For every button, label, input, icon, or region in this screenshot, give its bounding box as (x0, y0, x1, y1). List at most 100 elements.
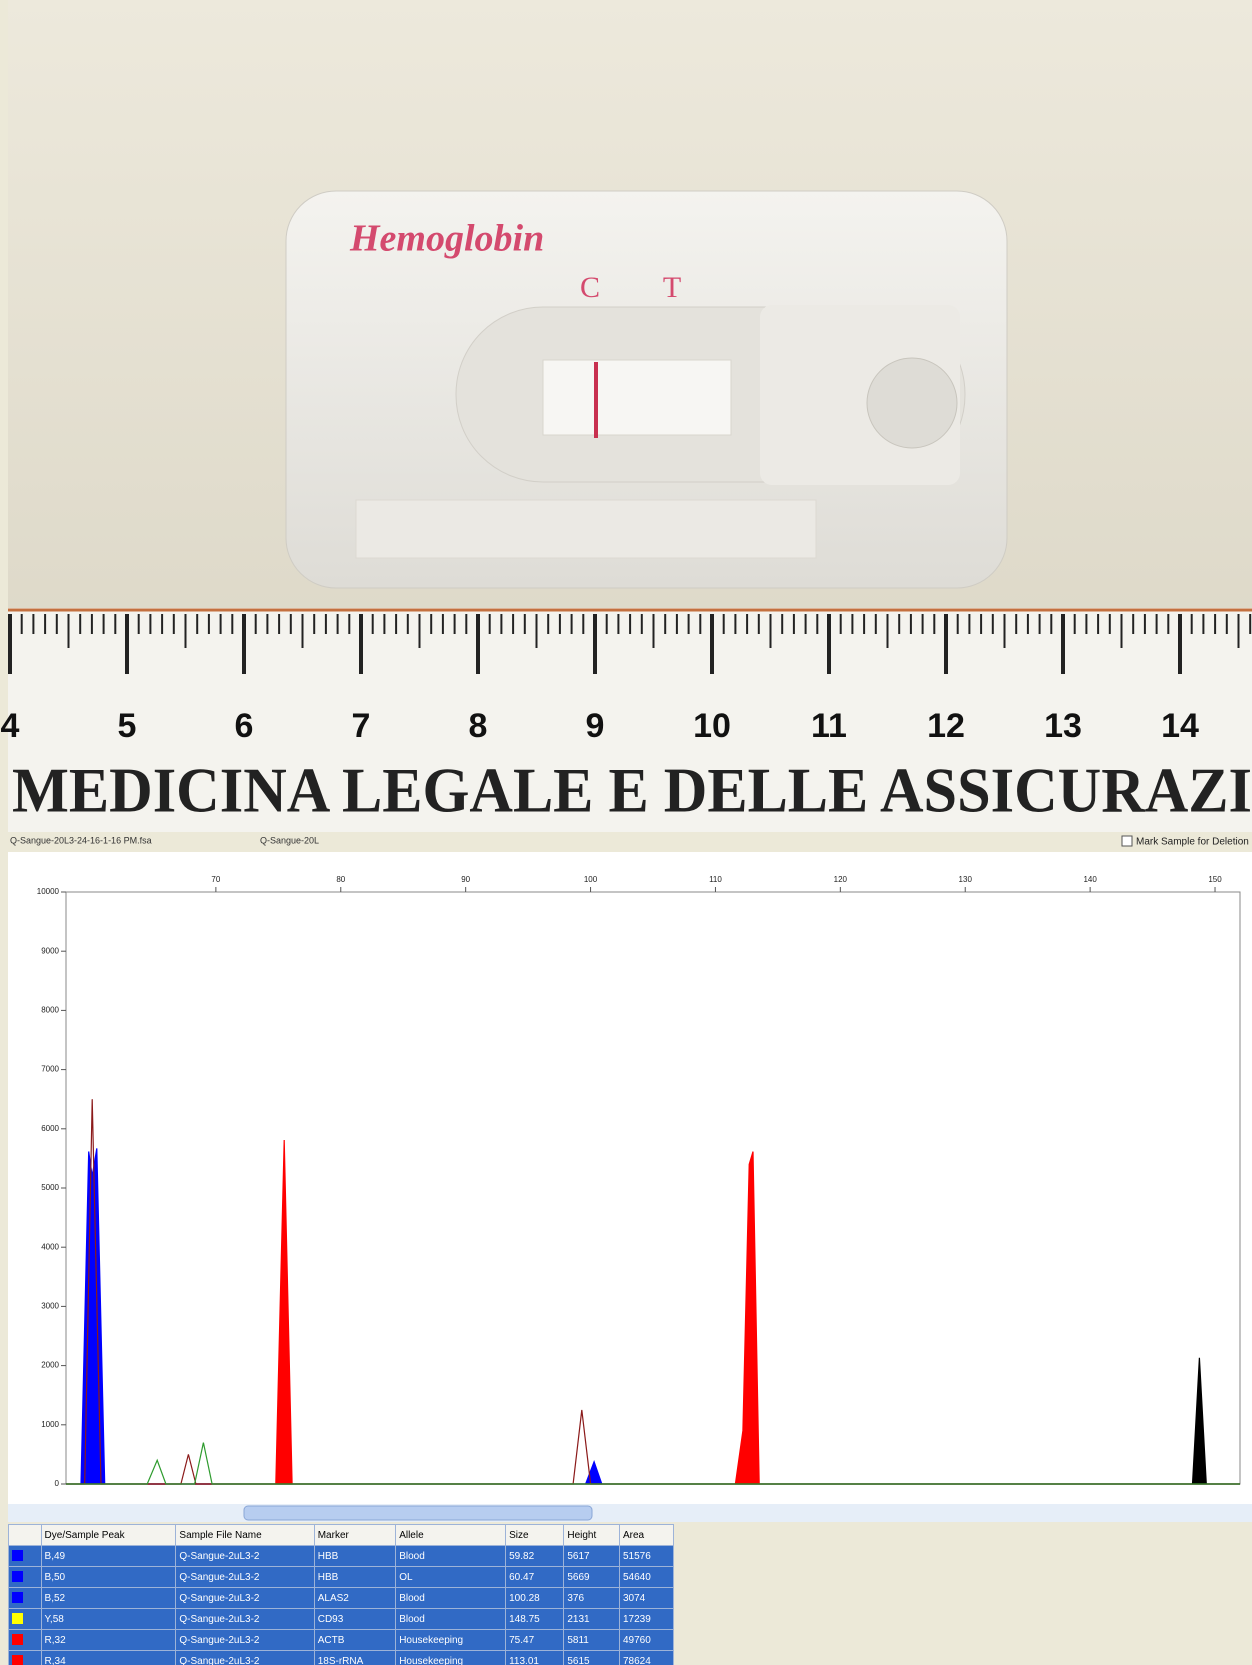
y-tick-label: 8000 (41, 1006, 59, 1015)
table-cell: 5617 (563, 1545, 620, 1567)
table-cell: 17239 (619, 1608, 674, 1630)
y-tick-label: 1000 (41, 1420, 59, 1429)
table-cell: 59.82 (505, 1545, 565, 1567)
y-tick-label: 0 (55, 1479, 60, 1488)
table-row[interactable]: R,32 Q-Sangue-2uL3-2 ACTB Housekeeping 75.47… (8, 1629, 674, 1651)
table-cell: 18S-rRNA (313, 1650, 397, 1665)
table-cell: CD93 (313, 1608, 397, 1630)
dye-swatch (12, 1550, 23, 1562)
ruler-number: 12 (927, 707, 965, 745)
trace-line (66, 1099, 1240, 1485)
ruler-number: 4 (1, 707, 20, 745)
table-cell: 5615 (563, 1650, 620, 1665)
control-line (594, 362, 598, 438)
table-cell: Q-Sangue-2uL3-2 (175, 1587, 315, 1609)
brand-text: Hemoglobin (349, 218, 544, 260)
table-cell: 78624 (619, 1650, 674, 1665)
test-label: T (663, 271, 681, 304)
table-cell: B,50 (40, 1566, 177, 1588)
table-cell: 2131 (563, 1608, 620, 1630)
table-cell: OL (395, 1566, 507, 1588)
dye-swatch (12, 1634, 23, 1646)
y-tick-label: 7000 (41, 1065, 59, 1074)
table-cell: 148.75 (505, 1608, 565, 1630)
table-row[interactable]: B,49 Q-Sangue-2uL3-2 HBB Blood 59.82 5617 5157… (8, 1545, 674, 1567)
checkbox[interactable] (1121, 835, 1133, 847)
table-cell: 49760 (619, 1629, 674, 1651)
table-cell: B,49 (40, 1545, 177, 1567)
column-header (8, 1524, 42, 1546)
table-cell: ALAS2 (313, 1587, 397, 1609)
column-header: Height (563, 1524, 620, 1546)
label-area (355, 499, 817, 559)
file-name: Q-Sangue-20L3-24-16-1-16 PM.fsa (10, 835, 152, 845)
peak-table: Dye/Sample Peak Sample File Name Marker All… (8, 1524, 674, 1665)
table-cell: 5811 (563, 1629, 620, 1651)
column-header: Area (619, 1524, 674, 1546)
table-cell: Blood (395, 1545, 507, 1567)
table-cell: Blood (395, 1587, 507, 1609)
scrollbar-thumb[interactable] (243, 1505, 593, 1521)
ruler (8, 608, 1252, 832)
y-tick-label: 2000 (41, 1361, 59, 1370)
dye-swatch (12, 1571, 23, 1583)
dye-swatch (12, 1613, 23, 1625)
table-row[interactable]: B,52 Q-Sangue-2uL3-2 ALAS2 Blood 100.28 376 30… (8, 1587, 674, 1609)
table-cell: 113.01 (505, 1650, 565, 1665)
table-cell: Q-Sangue-2uL3-2 (175, 1608, 315, 1630)
ruler-number: 8 (469, 707, 488, 745)
column-header: Size (505, 1524, 565, 1546)
table-cell: Q-Sangue-2uL3-2 (175, 1629, 315, 1651)
table-header: Dye/Sample Peak Sample File Name Marker All… (8, 1524, 674, 1546)
header-bar (8, 832, 1252, 850)
table-cell: Q-Sangue-2uL3-2 (175, 1545, 315, 1567)
table-cell: 60.47 (505, 1566, 565, 1588)
table-cell: 376 (563, 1587, 620, 1609)
table-cell: HBB (313, 1566, 397, 1588)
dye-cell (8, 1566, 42, 1588)
table-cell: ACTB (313, 1629, 397, 1651)
ruler-number: 5 (118, 707, 137, 745)
scrollbar[interactable] (8, 1504, 1252, 1522)
sample-name: Q-Sangue-20L (260, 835, 319, 845)
table-cell: R,34 (40, 1650, 177, 1665)
table-row[interactable]: R,34 Q-Sangue-2uL3-2 18S-rRNA Housekeeping 1… (8, 1650, 674, 1665)
table-row[interactable]: Y,58 Q-Sangue-2uL3-2 CD93 Blood 148.75 2131 17… (8, 1608, 674, 1630)
table-cell: HBB (313, 1545, 397, 1567)
ruler-number: 14 (1161, 707, 1199, 745)
table-cell: Y,58 (40, 1608, 177, 1630)
x-tick-label: 110 (709, 875, 722, 884)
x-tick-label: 140 (1083, 875, 1097, 884)
ruler-number: 9 (586, 707, 605, 745)
sample-well (866, 357, 958, 449)
dye-swatch (12, 1655, 23, 1665)
ruler-number: 6 (235, 707, 254, 745)
chart: 0 1000 2000 3000 4000 5000 6000 7000 8000 9000 100… (37, 875, 1240, 1488)
table-cell: B,52 (40, 1587, 177, 1609)
dye-swatch (12, 1592, 23, 1604)
y-tick-label: 4000 (41, 1242, 59, 1251)
ruler-text: MEDICINA LEGALE E DELLE ASSICURAZI (12, 755, 1252, 826)
ruler-ticks: 4 5 6 7 8 9 10 11 12 13 14 (1, 614, 1252, 745)
x-tick-label: 70 (211, 875, 220, 884)
dye-cell (8, 1629, 42, 1651)
ruler-number: 7 (352, 707, 371, 745)
x-tick-label: 150 (1208, 875, 1222, 884)
dye-cell (8, 1587, 42, 1609)
checkbox-label[interactable]: Mark Sample for Deletion (1136, 837, 1249, 848)
table-cell: R,32 (40, 1629, 177, 1651)
control-label: C (580, 271, 600, 304)
x-tick-label: 120 (834, 875, 848, 884)
table-cell: Q-Sangue-2uL3-2 (175, 1650, 315, 1665)
ruler-number: 10 (693, 707, 731, 745)
result-window (542, 359, 732, 436)
table-cell: 5669 (563, 1566, 620, 1588)
y-tick-label: 3000 (41, 1302, 59, 1311)
dye-cell (8, 1608, 42, 1630)
table-cell: 51576 (619, 1545, 674, 1567)
table-cell: Blood (395, 1608, 507, 1630)
x-tick-label: 100 (584, 875, 598, 884)
table-row[interactable]: B,50 Q-Sangue-2uL3-2 HBB OL 60.47 5669 54640 (8, 1566, 674, 1588)
ruler-number: 13 (1044, 707, 1082, 745)
x-tick-label: 130 (959, 875, 973, 884)
